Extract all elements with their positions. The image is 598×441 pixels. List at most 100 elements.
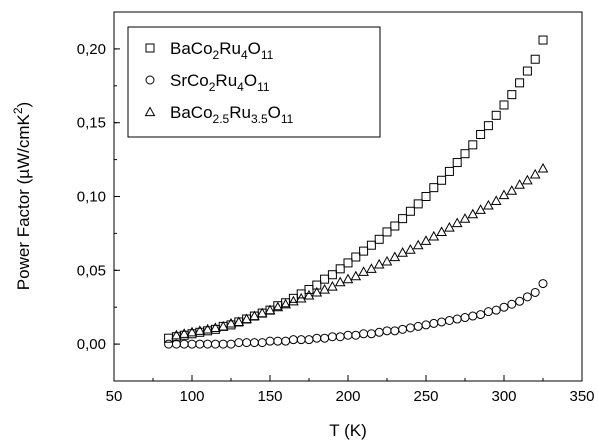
data-point-triangle — [311, 286, 323, 297]
data-point-triangle — [436, 226, 447, 237]
legend-subscript: 11 — [257, 80, 270, 94]
data-point-square — [366, 240, 376, 250]
data-point-square — [413, 199, 423, 209]
data-point-circle — [343, 330, 353, 340]
data-point-circle — [203, 339, 213, 349]
data-point-circle — [491, 305, 501, 315]
data-point-square — [530, 54, 540, 64]
data-point-circle — [515, 296, 525, 306]
series-triangle — [171, 162, 549, 340]
legend-text-part: BaCo — [170, 103, 213, 122]
legend-marker-triangle — [144, 106, 156, 117]
data-point-triangle — [522, 174, 533, 185]
data-point-triangle — [514, 179, 525, 189]
legend-text-part: Ru — [219, 39, 241, 58]
data-point-square — [468, 140, 478, 150]
y-axis-title-sup: 2 — [11, 107, 25, 114]
data-point-triangle — [217, 320, 229, 331]
data-point-square — [483, 121, 493, 131]
y-axis-title-main: Power Factor (µW/cmK — [14, 114, 33, 291]
data-point-circle — [460, 313, 470, 323]
legend-box — [127, 26, 381, 138]
data-point-triangle — [405, 244, 416, 254]
data-point-square — [390, 221, 400, 231]
x-tick-label: 100 — [179, 388, 204, 405]
data-point-circle — [327, 332, 337, 342]
x-tick-label: 300 — [491, 388, 516, 405]
data-point-triangle — [412, 239, 424, 250]
data-point-circle — [468, 311, 478, 321]
legend-marker-circle — [145, 75, 155, 85]
data-point-circle — [444, 315, 454, 325]
y-axis-title: Power Factor (µW/cmK2) — [11, 102, 33, 290]
data-point-triangle — [420, 235, 432, 245]
data-point-square — [382, 227, 392, 237]
data-point-triangle — [256, 307, 268, 318]
data-point-circle — [171, 339, 181, 349]
y-tick-label: 0,00 — [77, 336, 106, 353]
data-point-circle — [218, 339, 228, 349]
data-point-circle — [405, 323, 415, 333]
data-point-triangle — [202, 323, 213, 334]
data-point-circle — [437, 317, 447, 327]
data-point-circle — [351, 330, 361, 340]
data-point-triangle — [288, 295, 299, 306]
data-point-triangle — [358, 266, 369, 276]
data-point-circle — [413, 321, 423, 331]
data-point-circle — [507, 299, 517, 309]
legend-subscript: 4 — [241, 48, 248, 62]
legend-text-part: BaCo — [170, 39, 213, 58]
data-point-circle — [226, 339, 236, 349]
x-tick-label: 250 — [413, 388, 438, 405]
data-point-circle — [429, 318, 439, 328]
data-point-circle — [164, 339, 174, 349]
legend-text-part: O — [248, 39, 261, 58]
data-point-circle — [382, 326, 392, 336]
data-point-triangle — [498, 189, 510, 200]
data-point-triangle — [233, 316, 245, 327]
legend-subscript: 3.5 — [251, 112, 268, 126]
y-tick-label: 0,20 — [77, 41, 106, 58]
data-point-triangle — [490, 195, 502, 206]
data-point-circle — [390, 326, 400, 336]
data-point-triangle — [397, 247, 408, 257]
data-point-circle — [312, 333, 322, 343]
legend-text-part: O — [268, 103, 281, 122]
data-point-triangle — [295, 292, 307, 303]
data-point-square — [327, 270, 337, 280]
data-point-square — [405, 206, 415, 216]
data-point-circle — [335, 332, 345, 342]
data-point-circle — [257, 338, 267, 348]
data-point-circle — [483, 307, 493, 317]
legend-label: BaCo2Ru4O11 — [170, 39, 274, 62]
data-point-square — [522, 66, 532, 76]
x-tick-label: 150 — [257, 388, 282, 405]
data-point-square — [359, 246, 369, 256]
data-point-square — [452, 158, 462, 168]
data-point-triangle — [327, 281, 338, 291]
y-tick-label: 0,05 — [77, 262, 106, 279]
data-point-square — [444, 166, 454, 176]
legend-label: SrCo2Ru4O11 — [170, 71, 270, 94]
legend-text-part: O — [244, 71, 257, 90]
data-point-circle — [359, 329, 369, 339]
data-point-circle — [499, 302, 509, 312]
data-point-triangle — [319, 283, 330, 294]
data-point-square — [351, 252, 361, 262]
data-point-circle — [249, 338, 259, 348]
data-point-triangle — [537, 162, 549, 173]
legend-text-part: Ru — [215, 71, 237, 90]
legend-subscript: 11 — [281, 112, 294, 126]
data-point-square — [343, 258, 353, 268]
data-point-square — [335, 264, 345, 274]
data-point-square — [507, 90, 517, 100]
data-point-square — [491, 110, 501, 120]
data-point-triangle — [428, 230, 440, 241]
x-axis-ticks: 50 100 150 200 250 300 350 — [106, 375, 595, 405]
data-point-circle — [452, 314, 462, 324]
legend-subscript: 4 — [237, 80, 244, 94]
data-point-square — [476, 130, 486, 140]
x-axis-title: T (K) — [329, 421, 366, 440]
data-point-circle — [530, 287, 540, 297]
